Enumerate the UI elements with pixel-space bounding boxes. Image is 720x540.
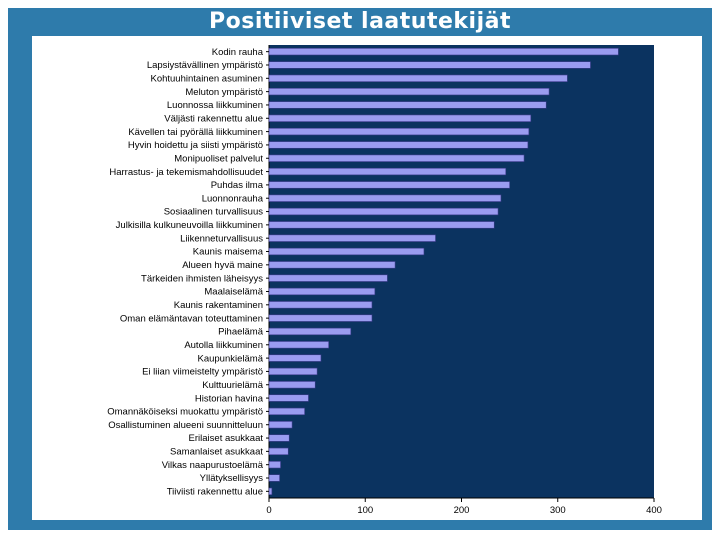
bar [268, 407, 305, 416]
bar [268, 234, 436, 242]
bar [268, 301, 373, 309]
category-label: Ei liian viimeistelty ympäristö [142, 367, 263, 378]
bar [268, 141, 529, 149]
slide-background: Positiiviset laatutekijät Kodin rauha Lap… [8, 8, 712, 530]
bar [268, 61, 591, 69]
bar [268, 101, 547, 109]
category-label: Liikenneturvallisuus [180, 233, 263, 244]
bar [268, 354, 322, 362]
category-label: Vilkas naapurustoelämä [162, 460, 264, 471]
x-tick-label: 200 [454, 505, 470, 516]
bar [268, 327, 352, 336]
category-label: Kohtuuhintainen asuminen [150, 74, 263, 85]
category-label: Autolla liikkuminen [184, 340, 263, 351]
bar [268, 487, 273, 495]
category-label: Kaupunkielämä [198, 353, 264, 364]
x-tick-label: 400 [646, 505, 662, 516]
category-label: Oman elämäntavan toteuttaminen [120, 313, 263, 324]
category-label: Puhdas ilma [211, 180, 264, 191]
bar [268, 394, 309, 402]
bar [268, 461, 281, 469]
bar [268, 314, 373, 322]
bar [268, 194, 502, 202]
x-tick-label: 0 [266, 505, 271, 516]
category-label: Omannäköiseksi muokattu ympäristö [107, 407, 263, 418]
category-label: Sosiaalinen turvallisuus [164, 207, 264, 218]
category-label: Kävellen tai pyörällä liikkuminen [128, 127, 263, 138]
bar [268, 181, 510, 189]
plot-background [269, 45, 654, 498]
category-label: Alueen hyvä maine [182, 260, 263, 271]
bar [268, 261, 396, 269]
x-axis-group: 0 100 200 300 400 [266, 498, 662, 516]
bar [268, 154, 525, 162]
plot-area [268, 45, 654, 499]
horizontal-bar-chart: Kodin rauha Lapsiystävällinen ympäristö Ko… [107, 45, 662, 516]
bar [268, 447, 289, 455]
chart-panel: Kodin rauha Lapsiystävällinen ympäristö Ko… [32, 36, 702, 520]
category-label: Hyvin hoidettu ja siisti ympäristö [128, 140, 263, 151]
bar [268, 474, 280, 482]
bar [268, 367, 318, 376]
category-label: Monipuoliset palvelut [174, 153, 263, 164]
x-tick-label: 300 [550, 505, 566, 516]
category-label: Meluton ympäristö [185, 87, 263, 98]
category-label: Maalaiselämä [204, 287, 263, 298]
bar [268, 421, 293, 429]
bar [268, 207, 499, 216]
bar [268, 434, 290, 442]
category-label: Tiiviisti rakennettu alue [167, 487, 263, 498]
category-label: Tärkeiden ihmisten läheisyys [141, 273, 263, 284]
category-label: Lapsiystävällinen ympäristö [147, 60, 263, 71]
category-label: Luonnonrauha [202, 193, 264, 204]
bar [268, 74, 568, 82]
bar [268, 274, 388, 282]
category-label: Yllätyksellisyys [200, 473, 264, 484]
bar [268, 167, 507, 176]
category-label: Julkisilla kulkuneuvoilla liikkuminen [116, 220, 263, 231]
category-label: Kaunis rakentaminen [174, 300, 263, 311]
bar [268, 114, 532, 122]
category-label: Kaunis maisema [193, 247, 264, 258]
bar [268, 48, 619, 56]
bar [268, 381, 316, 389]
category-label: Osallistuminen alueeni suunnitteluun [108, 420, 263, 431]
bar [268, 247, 425, 256]
category-label: Pihaelämä [218, 327, 264, 338]
category-label: Luonnossa liikkuminen [167, 100, 263, 111]
category-label: Väljästi rakennettu alue [164, 113, 263, 124]
category-label: Harrastus- ja tekemismahdollisuudet [109, 167, 263, 178]
category-label: Samanlaiset asukkaat [170, 447, 263, 458]
category-label: Erilaiset asukkaat [189, 433, 264, 444]
category-label: Kulttuurielämä [202, 380, 263, 391]
slide-title: Positiiviset laatutekijät [209, 9, 511, 34]
bar [268, 127, 530, 136]
bar [268, 287, 376, 296]
category-label: Kodin rauha [212, 47, 264, 58]
bar [268, 341, 329, 349]
bar [268, 88, 550, 96]
category-labels-group: Kodin rauha Lapsiystävällinen ympäristö Ko… [107, 47, 269, 498]
bar [268, 221, 495, 229]
category-label: Historian havina [195, 393, 264, 404]
x-tick-label: 100 [357, 505, 373, 516]
